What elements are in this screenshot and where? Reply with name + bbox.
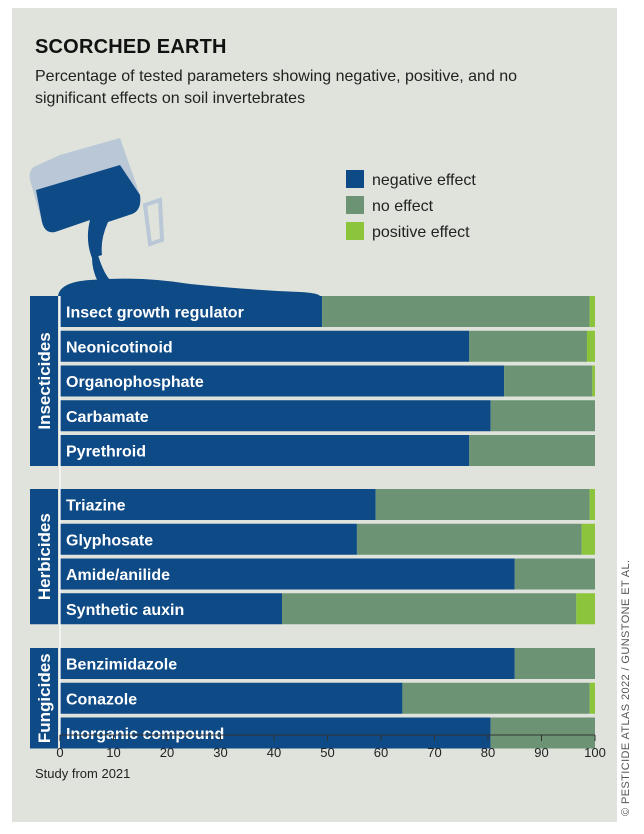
bar-segment-negative	[60, 296, 323, 327]
category-label: Insect growth regulator	[66, 305, 244, 322]
legend-label-negative: negative effect	[372, 172, 476, 189]
legend-label-positive: positive effect	[372, 224, 470, 241]
x-tick-label: 0	[56, 745, 63, 760]
bar-segment-negative	[60, 330, 470, 362]
chart-title: SCORCHED EARTH	[35, 36, 227, 58]
source-note: Study from 2021	[35, 766, 131, 781]
bar-segment-none	[490, 717, 595, 749]
category-label: Glyphosate	[66, 532, 153, 549]
bar-segment-none	[322, 296, 590, 327]
legend-swatch-positive	[346, 222, 364, 240]
bar-segment-none	[514, 648, 595, 679]
bar-segment-positive	[589, 489, 595, 520]
bar-segment-positive	[586, 330, 595, 362]
bar-segment-positive	[592, 365, 595, 397]
bar-segment-positive	[576, 593, 595, 625]
group-label: Herbicides	[35, 513, 54, 600]
bar-segment-none	[282, 593, 577, 625]
category-label: Benzimidazole	[66, 657, 177, 674]
bar-segment-negative	[60, 717, 491, 749]
bar-segment-negative	[60, 558, 515, 590]
x-tick-label: 30	[213, 745, 227, 760]
group-band-1	[30, 489, 58, 625]
x-tick-label: 60	[374, 745, 388, 760]
bar-segment-none	[402, 682, 590, 714]
bar-segment-positive	[589, 296, 595, 327]
bar-segment-none	[356, 523, 582, 555]
chart-subtitle: Percentage of tested parameters showing …	[35, 68, 518, 107]
bar-segment-negative	[60, 435, 470, 466]
bar-segment-negative	[60, 648, 515, 679]
category-label: Triazine	[66, 498, 126, 515]
bar-segment-none	[469, 330, 587, 362]
category-label: Organophosphate	[66, 374, 204, 391]
x-tick-label: 50	[320, 745, 334, 760]
legend-label-none: no effect	[372, 198, 434, 215]
x-tick-label: 100	[584, 745, 606, 760]
x-tick-label: 20	[160, 745, 174, 760]
category-label: Carbamate	[66, 409, 149, 426]
x-axis: 0 10 20 30 40 50 60 70 80 90 100	[56, 296, 606, 760]
bar-segment-none	[375, 489, 590, 520]
bar-segment-negative	[60, 523, 357, 555]
bar-segment-none	[490, 400, 595, 432]
bar-segment-negative	[60, 400, 491, 432]
x-tick-label: 10	[106, 745, 120, 760]
bar-segment-positive	[589, 682, 595, 714]
legend-swatch-negative	[346, 170, 364, 188]
category-label: Amide/anilide	[66, 567, 170, 584]
bar-segment-positive	[581, 523, 595, 555]
legend: negative effect no effect positive effect	[346, 170, 476, 241]
category-label: Pyrethroid	[66, 444, 146, 461]
x-tick-label: 70	[427, 745, 441, 760]
group-labels: Insecticides Herbicides Fungicides	[30, 296, 58, 749]
bar-segment-none	[504, 365, 593, 397]
legend-swatch-none	[346, 196, 364, 214]
bars: Insect growth regulator Neonicotinoid Orga…	[60, 296, 595, 749]
category-label: Synthetic auxin	[66, 602, 184, 619]
canister-icon	[29, 138, 320, 296]
bar-segment-none	[469, 435, 595, 466]
group-band-0	[30, 296, 58, 466]
x-tick-label: 90	[534, 745, 548, 760]
group-label: Fungicides	[35, 653, 54, 743]
x-tick-label: 80	[481, 745, 495, 760]
category-label: Conazole	[66, 691, 137, 708]
x-tick-label: 40	[267, 745, 281, 760]
credit-line: © PESTICIDE ATLAS 2022 / GUNSTONE ET AL.	[620, 559, 632, 816]
bar-segment-none	[514, 558, 595, 590]
bar-segment-negative	[60, 489, 376, 520]
bar-segment-negative	[60, 682, 403, 714]
group-label: Insecticides	[35, 332, 54, 429]
bar-segment-negative	[60, 593, 283, 625]
group-band-2	[30, 648, 58, 749]
bar-segment-negative	[60, 365, 505, 397]
category-label: Neonicotinoid	[66, 339, 173, 356]
